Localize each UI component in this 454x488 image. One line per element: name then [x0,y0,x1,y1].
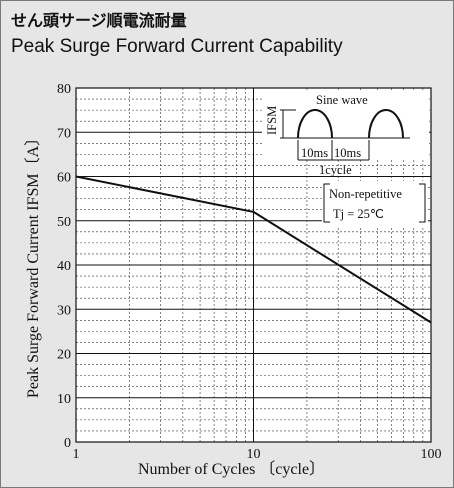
chart-title-english: Peak Surge Forward Current Capability [11,36,343,57]
y-tick-label: 30 [57,303,71,318]
x-tick-labels: 1 10 100 [73,447,442,462]
x-axis-label: Number of Cycles 〔cycle〕 [138,460,325,478]
y-axis-label: Peak Surge Forward Current IFSM〔A〕 [24,130,42,398]
y-tick-label: 0 [64,436,71,451]
non-repetitive-label: Non-repetitive [329,187,402,201]
period-label-2: 10ms [334,146,361,160]
x-tick-label: 100 [421,447,442,462]
x-tick-label: 1 [73,447,80,462]
plot-border [75,87,432,443]
inset-diagram: Sine wave IFSM 10ms 10ms 1cycle [262,90,429,177]
y-tick-label: 10 [57,392,71,407]
left-bracket [323,183,330,223]
sine-half-wave-2 [368,109,404,139]
chart-title-japanese: せん頭サージ順電流耐量 [11,11,187,30]
right-bracket [419,183,426,223]
period-label-1: 10ms [301,146,328,160]
y-tick-labels: 0 10 20 30 40 50 60 70 80 [57,82,71,451]
y-tick-label: 20 [57,348,71,363]
series-line [75,175,432,324]
conditions-background [322,181,428,227]
test-conditions: Non-repetitive Tj = 25℃ [322,181,428,227]
ifsm-label: IFSM [265,106,279,135]
y-tick-label: 60 [57,171,71,186]
y-tick-label: 80 [57,82,71,97]
x-tick-label: 10 [247,447,261,462]
sine-half-wave-1 [297,109,333,139]
junction-temp-label: Tj = 25℃ [333,207,384,221]
y-tick-label: 40 [57,259,71,274]
inset-title: Sine wave [316,93,368,107]
y-tick-label: 70 [57,126,71,141]
y-tick-label: 50 [57,215,71,230]
cycle-label: 1cycle [319,163,352,177]
series-group [75,175,432,324]
